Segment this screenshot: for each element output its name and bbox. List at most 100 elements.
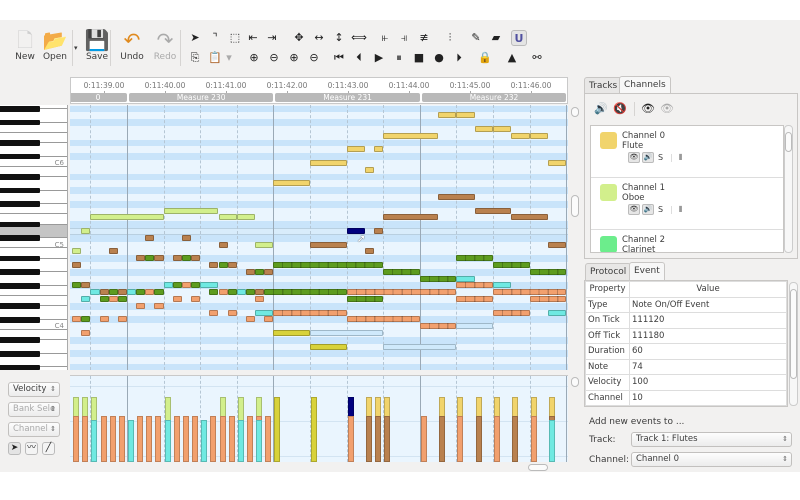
note[interactable] bbox=[209, 289, 219, 296]
black-key[interactable] bbox=[0, 350, 40, 357]
note[interactable] bbox=[273, 180, 310, 187]
note[interactable] bbox=[209, 262, 219, 268]
velocity-bar[interactable] bbox=[228, 416, 235, 462]
note[interactable] bbox=[438, 194, 475, 200]
note[interactable] bbox=[172, 296, 182, 302]
value-cell[interactable]: 111120 bbox=[629, 312, 787, 329]
velocity-bar[interactable] bbox=[494, 416, 500, 462]
velocity-bar[interactable] bbox=[164, 419, 171, 462]
note[interactable] bbox=[181, 234, 192, 241]
tab-tracks[interactable]: Tracks bbox=[584, 77, 623, 94]
equalize-icon[interactable]: ≢ bbox=[419, 31, 429, 44]
black-key[interactable] bbox=[0, 255, 40, 262]
move-all-icon[interactable]: ✥ bbox=[294, 31, 304, 44]
note[interactable] bbox=[419, 275, 457, 282]
note[interactable] bbox=[456, 275, 475, 282]
black-key[interactable] bbox=[0, 174, 40, 180]
note[interactable] bbox=[547, 241, 567, 248]
timeline-ruler[interactable]: 0:11:39.00 0:11:40.00 0:11:41.00 0:11:42.00… bbox=[70, 77, 568, 104]
align-right-icon[interactable]: ⫣ bbox=[400, 31, 408, 44]
track-select[interactable]: Track 1: Flutes bbox=[631, 432, 792, 447]
note[interactable] bbox=[310, 160, 347, 166]
pencil-icon[interactable]: ✎ bbox=[471, 31, 481, 44]
note[interactable] bbox=[99, 296, 109, 302]
note[interactable] bbox=[218, 289, 228, 296]
visibility-eye-icon[interactable]: 👁 bbox=[628, 152, 640, 163]
piano-roll-grid[interactable]: ➚ bbox=[70, 105, 568, 370]
value-cell[interactable]: 100 bbox=[629, 374, 787, 391]
note[interactable] bbox=[99, 316, 109, 323]
velocity-bar[interactable] bbox=[457, 416, 464, 462]
step-back-icon[interactable]: ⏴ bbox=[356, 51, 362, 64]
note[interactable] bbox=[264, 268, 274, 275]
note[interactable] bbox=[181, 282, 192, 289]
note[interactable] bbox=[346, 316, 420, 323]
audible-speaker-icon[interactable]: 🔊 bbox=[642, 204, 654, 215]
open-dropdown-icon[interactable]: ▾ bbox=[74, 44, 78, 52]
vertical-scroll-thumb[interactable] bbox=[571, 195, 579, 217]
note[interactable] bbox=[191, 296, 201, 302]
instrument-icon[interactable]: ⦀ bbox=[679, 153, 683, 162]
save-button[interactable]: 💾 Save bbox=[80, 28, 114, 62]
open-button[interactable]: 📂 Open bbox=[38, 28, 72, 62]
black-key[interactable] bbox=[0, 282, 40, 289]
horizontal-scrollbar[interactable] bbox=[70, 463, 568, 472]
audible-speaker-icon[interactable]: 🔊 bbox=[642, 152, 654, 163]
note[interactable] bbox=[81, 316, 91, 323]
black-key[interactable] bbox=[0, 316, 40, 323]
event-table-scroll-thumb[interactable] bbox=[790, 289, 797, 379]
paste-dropdown-icon[interactable]: ▾ bbox=[226, 51, 232, 64]
note[interactable] bbox=[145, 289, 155, 296]
channel-item[interactable]: Channel 0 Flute 👁 🔊 S ⦀ bbox=[591, 126, 783, 178]
note[interactable] bbox=[273, 330, 310, 336]
note[interactable] bbox=[81, 330, 91, 336]
velocity-bar[interactable] bbox=[128, 419, 134, 462]
note[interactable] bbox=[383, 132, 439, 139]
white-key[interactable] bbox=[0, 319, 67, 330]
velocity-select[interactable]: Velocity bbox=[8, 382, 60, 397]
note[interactable] bbox=[227, 309, 237, 316]
black-key[interactable] bbox=[0, 106, 40, 112]
black-key[interactable] bbox=[0, 201, 40, 208]
piano-keyboard[interactable]: C6 C5 C4 bbox=[0, 105, 68, 370]
pause-icon[interactable]: ⏸ bbox=[396, 51, 402, 64]
velocity-bar[interactable] bbox=[365, 416, 372, 462]
note[interactable] bbox=[493, 309, 530, 316]
metronome-icon[interactable]: ▲ bbox=[507, 51, 517, 64]
note[interactable] bbox=[255, 289, 265, 296]
velocity-bar[interactable] bbox=[192, 416, 199, 462]
freehand-tool-icon[interactable]: 〰 bbox=[25, 442, 38, 455]
black-key[interactable] bbox=[0, 153, 40, 160]
note[interactable] bbox=[236, 214, 256, 221]
note[interactable] bbox=[273, 262, 384, 268]
channel-item[interactable]: Channel 1 Oboe 👁 🔊 S ⦀ bbox=[591, 178, 783, 230]
value-cell[interactable]: Note On/Off Event bbox=[629, 296, 787, 313]
velocity-bar[interactable] bbox=[182, 416, 189, 462]
note[interactable] bbox=[145, 234, 155, 241]
scroll-up-arrow[interactable] bbox=[571, 107, 579, 117]
move-vertical-icon[interactable]: ↕ bbox=[334, 31, 344, 44]
select-box-icon[interactable]: ⬚ bbox=[229, 31, 241, 44]
midi-thru-icon[interactable]: ⚯ bbox=[532, 51, 542, 64]
note[interactable] bbox=[81, 282, 91, 289]
align-left-icon[interactable]: ⫦ bbox=[381, 31, 389, 44]
black-key[interactable] bbox=[0, 221, 40, 228]
skip-to-start-icon[interactable]: ⏮ bbox=[334, 51, 344, 64]
note[interactable] bbox=[419, 323, 457, 330]
select-single-icon[interactable]: ➤ bbox=[190, 31, 200, 44]
velocity-bar[interactable] bbox=[548, 419, 555, 462]
velocity-bar[interactable] bbox=[237, 419, 244, 462]
note[interactable] bbox=[99, 289, 109, 296]
note[interactable] bbox=[72, 248, 82, 255]
velocity-bar[interactable] bbox=[420, 416, 427, 462]
value-cell[interactable]: 111180 bbox=[629, 327, 787, 344]
horizontal-scroll-thumb[interactable] bbox=[528, 464, 548, 471]
note[interactable] bbox=[245, 316, 256, 323]
velocity-bar[interactable] bbox=[265, 416, 272, 462]
measure-label[interactable]: Measure 230 bbox=[129, 93, 274, 102]
velocity-bar[interactable] bbox=[73, 416, 80, 462]
note[interactable] bbox=[346, 146, 365, 153]
note[interactable] bbox=[227, 289, 237, 296]
velocity-bar[interactable] bbox=[439, 416, 446, 462]
paste-icon[interactable]: 📋 bbox=[208, 51, 222, 64]
